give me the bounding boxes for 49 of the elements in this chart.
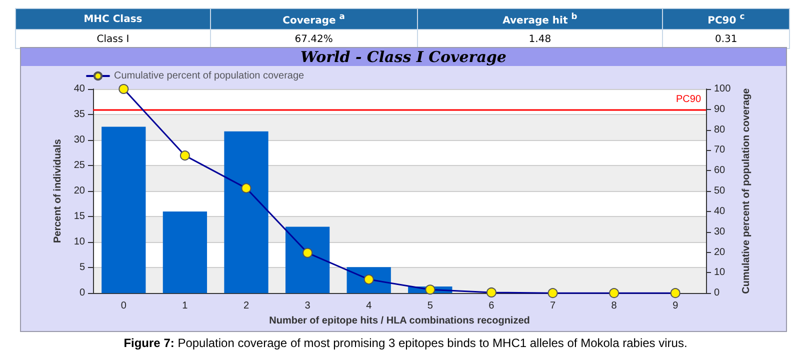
y2-tick-label: 40 — [714, 206, 726, 217]
y2-tick-label: 50 — [714, 186, 726, 197]
y-tick-label: 15 — [74, 211, 86, 222]
y2-tick-label: 100 — [714, 84, 732, 94]
bar — [224, 131, 268, 294]
text: 1.48 — [417, 30, 663, 48]
x-tick-label: 6 — [488, 300, 495, 312]
x-tick-label: 0 — [120, 300, 127, 312]
y-tick-label: 25 — [74, 160, 86, 172]
x-tick-label: 3 — [304, 300, 311, 312]
x-tick-label: 9 — [672, 300, 679, 312]
ref-line-label: PC90 — [676, 94, 702, 105]
text: PC90 $^{c}$ — [662, 8, 790, 30]
y-axis-title: Percent of individuals — [52, 138, 64, 244]
bar — [102, 126, 146, 294]
y-tick-label: 30 — [74, 134, 86, 146]
y2-tick-label: 0 — [714, 288, 720, 299]
x-tick-label: 2 — [243, 300, 250, 312]
bar — [285, 226, 330, 294]
y-tick-label: 0 — [79, 288, 86, 299]
y2-axis-title: Cumulative percent of population coverage — [741, 88, 752, 294]
y2-tick-label: 20 — [714, 246, 726, 258]
x-tick-label: 7 — [550, 300, 556, 312]
x-axis-title: Number of epitope hits / HLA combinations recognized — [269, 316, 530, 326]
y2-tick-label: 60 — [714, 165, 726, 176]
x-tick-label: 8 — [611, 300, 618, 312]
text: 67.42% — [210, 30, 418, 48]
y2-tick-label: 90 — [714, 104, 726, 115]
y-tick-label: 40 — [74, 84, 86, 94]
y-tick-label: 5 — [79, 262, 86, 274]
y2-tick-label: 10 — [714, 267, 726, 278]
caption: Figure 7: Population coverage of most promising 3 epitopes binds to MHC1 alleles of Mokola rabies virus. — [122, 336, 688, 350]
text: Class I — [16, 30, 210, 48]
x-tick-label: 5 — [427, 300, 434, 312]
y-tick-label: 10 — [74, 236, 86, 248]
text: MHC Class — [16, 8, 210, 30]
y-tick-label: 35 — [74, 109, 86, 120]
text: Average hit $^{b}$ — [417, 8, 663, 30]
text: 0.31 — [662, 30, 790, 48]
y2-tick-label: 70 — [714, 144, 726, 156]
x-tick-label: 4 — [366, 300, 372, 312]
bar — [162, 211, 208, 294]
legend-label: Cumulative percent of population coverage — [114, 70, 305, 82]
x-tick-label: 1 — [182, 300, 188, 312]
y2-tick-label: 30 — [714, 226, 726, 238]
text: Coverage $^{a}$ — [210, 8, 418, 30]
chart-title: World - Class I Coverage — [21, 48, 786, 66]
y-tick-label: 20 — [74, 186, 86, 197]
y2-tick-label: 80 — [714, 124, 726, 136]
